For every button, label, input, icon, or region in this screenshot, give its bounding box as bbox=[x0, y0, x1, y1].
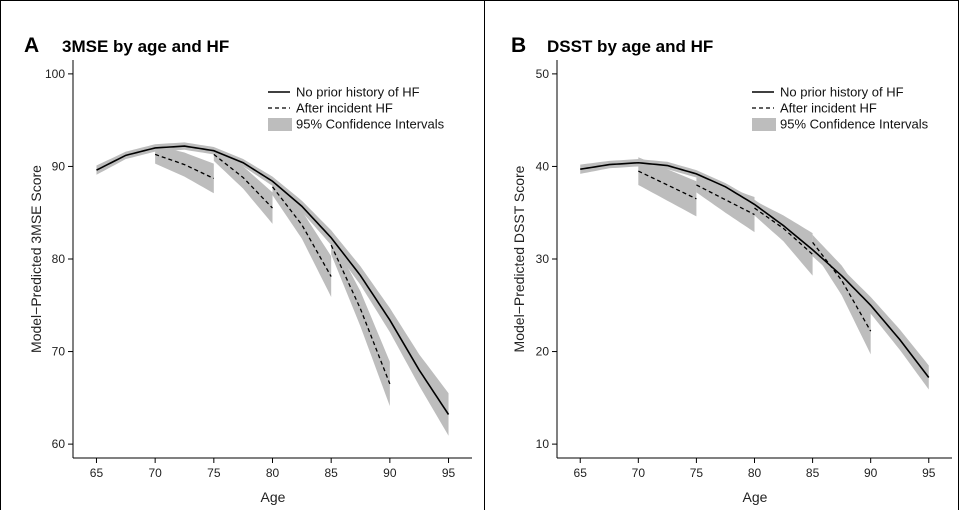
panel-a-ci-bands bbox=[96, 142, 449, 436]
panel-b-legend-label: After incident HF bbox=[780, 101, 877, 116]
panel-b-hf-ci-band-2 bbox=[696, 177, 755, 233]
panel-a-x-tick-label: 80 bbox=[266, 466, 280, 480]
panel-b-legend-label: No prior history of HF bbox=[780, 85, 904, 100]
panel-b-hf-ci-band-1 bbox=[638, 157, 697, 217]
panel-a-legend-label: No prior history of HF bbox=[296, 85, 420, 100]
panel-b-x-tick-label: 95 bbox=[922, 466, 936, 480]
panel-a-legend-ci-swatch bbox=[268, 118, 292, 131]
panel-a-hf-ci-band-4 bbox=[331, 235, 390, 407]
panel-b-title: DSST by age and HF bbox=[547, 37, 713, 56]
panel-b-x-tick-label: 75 bbox=[690, 466, 704, 480]
panel-a-hf-line-2 bbox=[213, 153, 273, 209]
panel-b-x-tick-label: 70 bbox=[632, 466, 646, 480]
panel-a-x-tick-label: 70 bbox=[148, 466, 162, 480]
panel-a-legend-label: 95% Confidence Intervals bbox=[296, 117, 445, 132]
panel-b-ci-bands bbox=[580, 157, 929, 390]
panel-b-letter: B bbox=[511, 34, 526, 57]
panel-b-plot: 65 70 75 80 85 90 95 10 20 30 40 50 bbox=[536, 60, 952, 480]
panel-a-no-hf-line bbox=[96, 145, 450, 415]
panel-b-y-tick-label: 30 bbox=[536, 252, 550, 266]
panel-b-hf-ci-band-4 bbox=[812, 234, 871, 355]
panel-b-x-axis-label: Age bbox=[743, 489, 768, 505]
panel-a-hf-line-4 bbox=[330, 244, 391, 385]
panel-a-y-tick-label: 80 bbox=[52, 252, 66, 266]
panel-b-no-hf-line bbox=[580, 161, 930, 378]
panel-b: B DSST by age and HF 65 70 75 80 85 90 95 10 20 3… bbox=[511, 34, 952, 505]
panel-b-legend-ci-swatch bbox=[752, 118, 776, 131]
panel-a-hf-line-3 bbox=[271, 186, 332, 277]
panel-b-no-hf-ci-band bbox=[580, 159, 929, 390]
panel-b-y-tick-label: 40 bbox=[536, 159, 550, 173]
panel-a-y-tick-label: 100 bbox=[45, 67, 65, 81]
panel-a-hf-ci-band-2 bbox=[213, 147, 273, 224]
panel-b-y-tick-label: 50 bbox=[536, 67, 550, 81]
panel-b-x-tick-label: 85 bbox=[806, 466, 820, 480]
panel-a-plot: 65 70 75 80 85 90 95 60 70 80 90 100 bbox=[45, 60, 472, 480]
panel-a-x-tick-label: 90 bbox=[383, 466, 397, 480]
panel-a-x-tick-label: 85 bbox=[324, 466, 338, 480]
panel-b-legend-label: 95% Confidence Intervals bbox=[780, 117, 929, 132]
panel-a-y-tick-label: 70 bbox=[52, 345, 66, 359]
panel-a-y-axis-label: Model−Predicted 3MSE Score bbox=[28, 165, 44, 353]
panel-b-hf-line-2 bbox=[696, 184, 755, 216]
panel-a-y-tick-label: 60 bbox=[52, 437, 66, 451]
panel-b-x-tick-label: 80 bbox=[748, 466, 762, 480]
panel-a-hf-ci-band-1 bbox=[155, 145, 214, 194]
panel-a-hf-ci-band-3 bbox=[272, 178, 332, 297]
panel-a-y-tick-label: 90 bbox=[52, 159, 66, 173]
panel-b-x-tick-label: 65 bbox=[574, 466, 588, 480]
panel-a-letter: A bbox=[24, 34, 39, 57]
panel-b-x-tick-label: 90 bbox=[864, 466, 878, 480]
panel-b-hf-ci-band-3 bbox=[754, 200, 813, 276]
panel-a-x-axis-label: Age bbox=[261, 489, 286, 505]
panel-b-hf-line-4 bbox=[812, 241, 872, 332]
panel-b-hf-line-3 bbox=[754, 207, 814, 255]
panel-b-y-axis-label: Model−Predicted DSST Score bbox=[511, 165, 527, 352]
panel-a: A 3MSE by age and HF 65 70 75 80 85 90 95 60 70 8… bbox=[24, 34, 472, 505]
panel-a-lines bbox=[96, 145, 450, 415]
panel-b-axes: 65 70 75 80 85 90 95 10 20 30 40 50 bbox=[536, 60, 952, 480]
panel-b-hf-line-1 bbox=[638, 170, 697, 200]
panel-a-axes: 65 70 75 80 85 90 95 60 70 80 90 100 bbox=[45, 60, 472, 480]
panel-a-x-tick-label: 65 bbox=[90, 466, 104, 480]
panel-b-y-tick-label: 20 bbox=[536, 345, 550, 359]
panel-a-hf-line-1 bbox=[154, 153, 215, 180]
panel-a-x-tick-label: 95 bbox=[442, 466, 456, 480]
panel-b-y-tick-label: 10 bbox=[536, 437, 550, 451]
panel-a-x-tick-label: 75 bbox=[207, 466, 221, 480]
panel-b-lines bbox=[580, 161, 930, 378]
panel-a-legend-label: After incident HF bbox=[296, 101, 393, 116]
panel-a-title: 3MSE by age and HF bbox=[62, 37, 229, 56]
